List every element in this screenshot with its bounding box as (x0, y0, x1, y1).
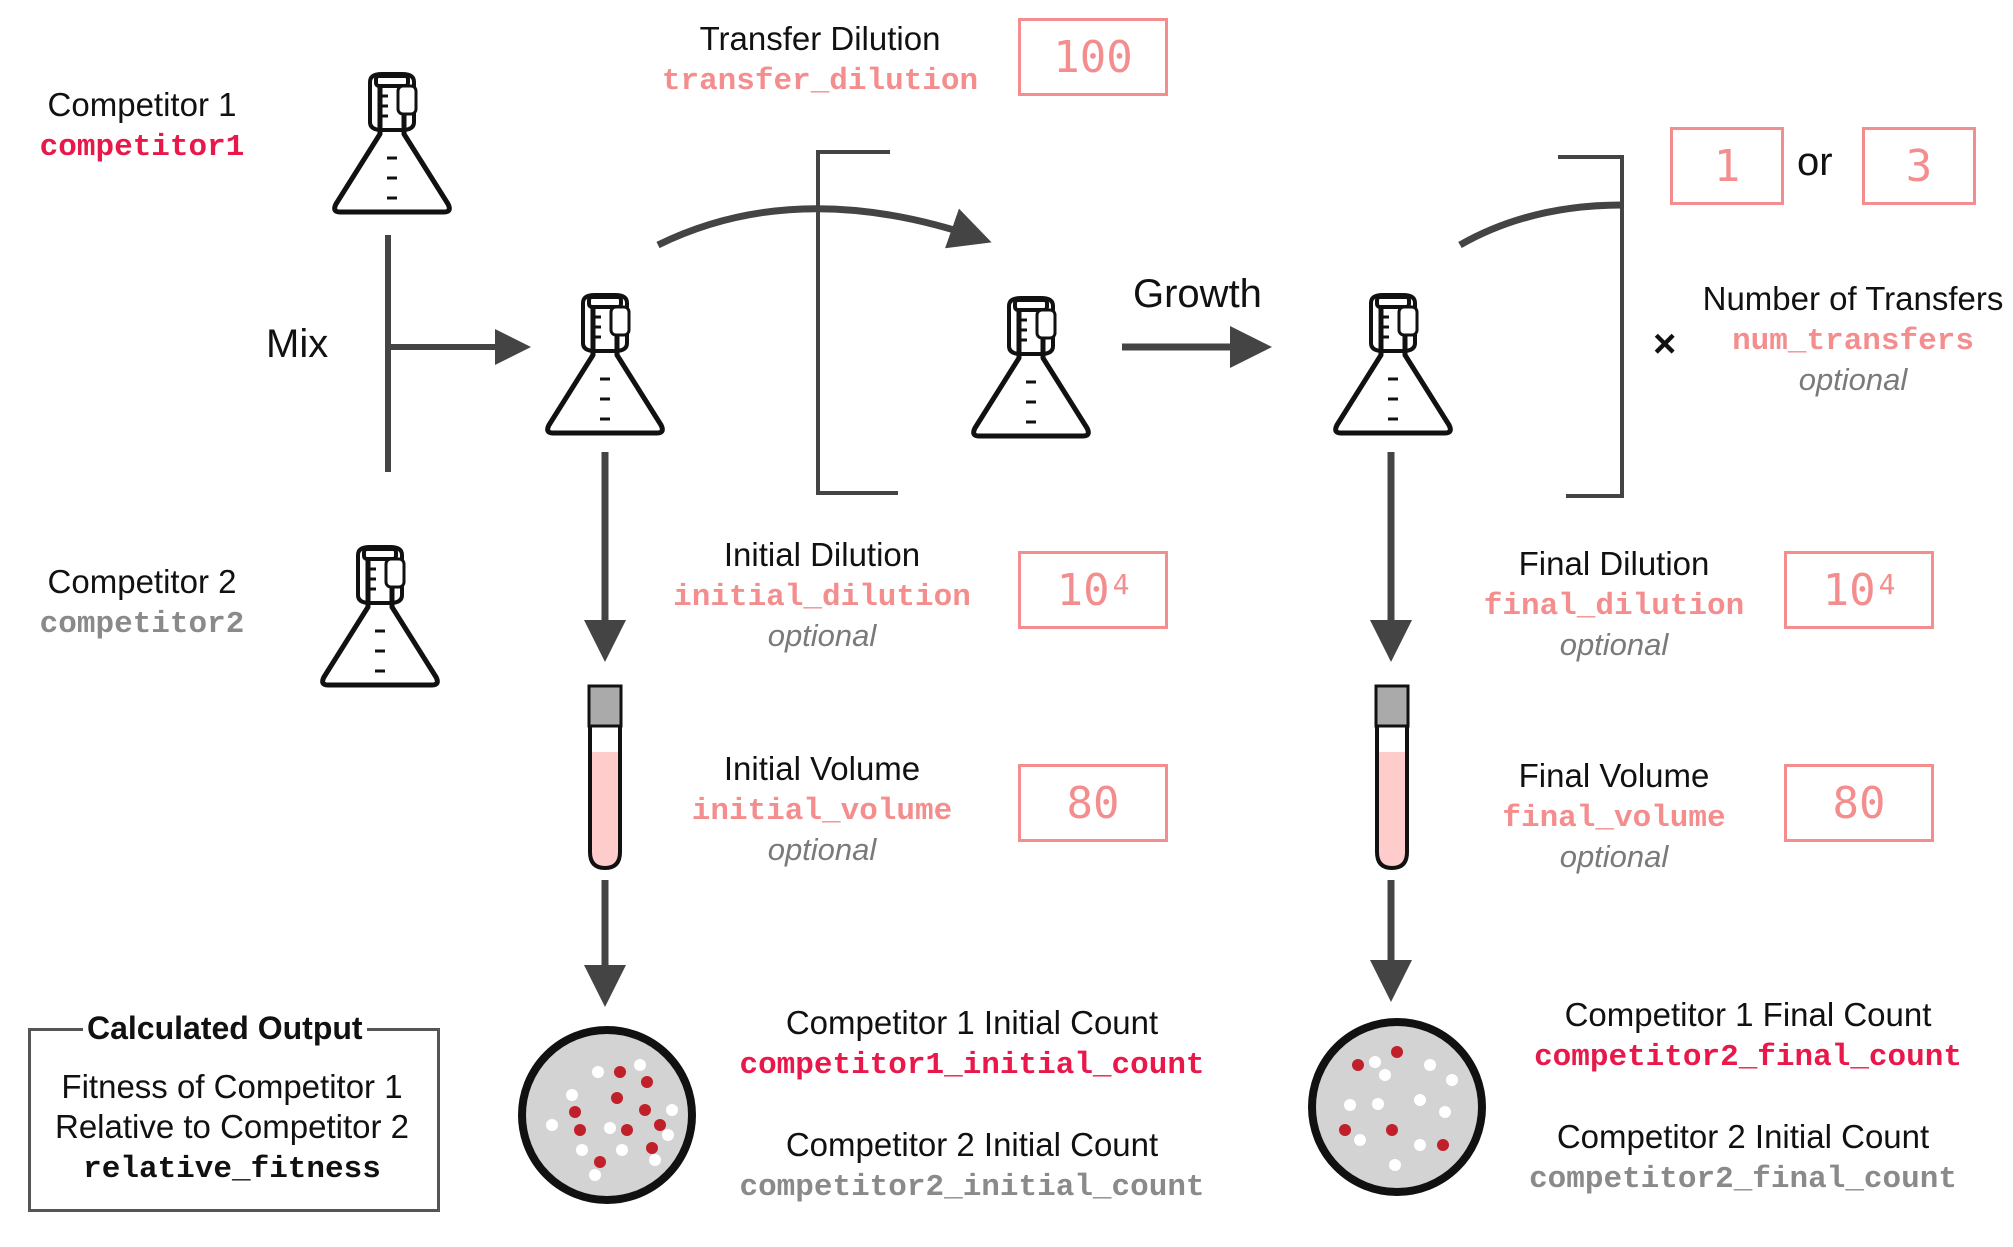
final-volume-value-box: 80 (1784, 764, 1934, 842)
competitor1-var: competitor1 (39, 130, 245, 165)
output-var: relative_fitness (83, 1152, 381, 1187)
or-label: or (1797, 140, 1833, 184)
competitor2-label: Competitor 2 (47, 563, 237, 600)
final-count-c1-label: Competitor 1 Final Count (1564, 996, 1932, 1033)
competitor2-var: competitor2 (39, 607, 245, 642)
initial-volume-var: initial_volume (691, 794, 953, 829)
final-dilution-value-box: 10 4 (1784, 551, 1934, 629)
left-bracket (816, 150, 898, 495)
final-dilution-label: Final Dilution (1518, 545, 1710, 582)
times-symbol: × (1653, 322, 1677, 366)
flask-competitor1 (335, 74, 450, 212)
initial-count-c1-var: competitor1_initial_count (739, 1048, 1205, 1083)
transfer-dilution-value: 100 (1053, 31, 1133, 83)
final-volume-value: 80 (1832, 777, 1886, 829)
transfer-dilution-var: transfer_dilution (661, 64, 979, 99)
initial-volume-value-box: 80 (1018, 764, 1168, 842)
competitor1-label: Competitor 1 (47, 86, 237, 123)
num-transfers-box-2: 3 (1862, 127, 1976, 205)
initial-plate (518, 1026, 696, 1204)
output-line2: Relative to Competitor 2 (55, 1108, 409, 1145)
transfer-dilution-label: Transfer Dilution (699, 20, 941, 57)
growth-label: Growth (1133, 272, 1262, 316)
final-dilution-note: optional (1559, 627, 1669, 662)
final-dilution-var: final_dilution (1483, 589, 1745, 624)
final-test-tube (1374, 684, 1410, 871)
final-volume-note: optional (1559, 839, 1669, 874)
flask-mixed (548, 295, 663, 433)
final-plate (1308, 1018, 1486, 1196)
final-count-c2-label: Competitor 2 Initial Count (1556, 1118, 1930, 1155)
final-count-c2-var: competitor2_final_count (1529, 1162, 1957, 1197)
initial-dilution-value-box: 10 4 (1018, 551, 1168, 629)
return-curve (1458, 201, 1623, 249)
num-transfers-value-2: 3 (1905, 140, 1933, 192)
num-transfers-var: num_transfers (1732, 324, 1974, 359)
initial-dilution-var: initial_dilution (673, 580, 971, 615)
num-transfers-value-1: 1 (1713, 140, 1741, 192)
initial-dilution-base: 10 (1056, 564, 1110, 616)
flask-transfer (974, 298, 1089, 436)
initial-volume-note: optional (767, 832, 877, 867)
initial-count-c2-label: Competitor 2 Initial Count (785, 1126, 1159, 1163)
initial-count-c2-var: competitor2_initial_count (739, 1170, 1205, 1205)
final-volume-label: Final Volume (1518, 757, 1710, 794)
final-dilution-exp: 4 (1878, 567, 1896, 601)
mix-label: Mix (266, 322, 329, 366)
initial-volume-value: 80 (1066, 777, 1120, 829)
output-line1: Fitness of Competitor 1 (61, 1068, 403, 1105)
num-transfers-label: Number of Transfers (1702, 280, 2004, 317)
final-count-c1-var: competitor2_final_count (1534, 1040, 1962, 1075)
calculated-output-title: Calculated Output (83, 1010, 367, 1047)
transfer-arrow (656, 205, 992, 249)
flask-competitor2 (323, 547, 438, 685)
num-transfers-box-1: 1 (1670, 127, 1784, 205)
initial-dilution-note: optional (767, 618, 877, 653)
flask-grown (1336, 295, 1451, 433)
initial-test-tube (587, 684, 623, 871)
initial-volume-label: Initial Volume (723, 750, 921, 787)
initial-count-c1-label: Competitor 1 Initial Count (785, 1004, 1159, 1041)
transfer-dilution-value-box: 100 (1018, 18, 1168, 96)
final-dilution-base: 10 (1822, 564, 1876, 616)
initial-dilution-label: Initial Dilution (723, 536, 921, 573)
final-volume-var: final_volume (1502, 801, 1726, 836)
initial-dilution-exp: 4 (1112, 567, 1130, 601)
right-bracket (1558, 155, 1624, 498)
num-transfers-note: optional (1798, 362, 1908, 397)
